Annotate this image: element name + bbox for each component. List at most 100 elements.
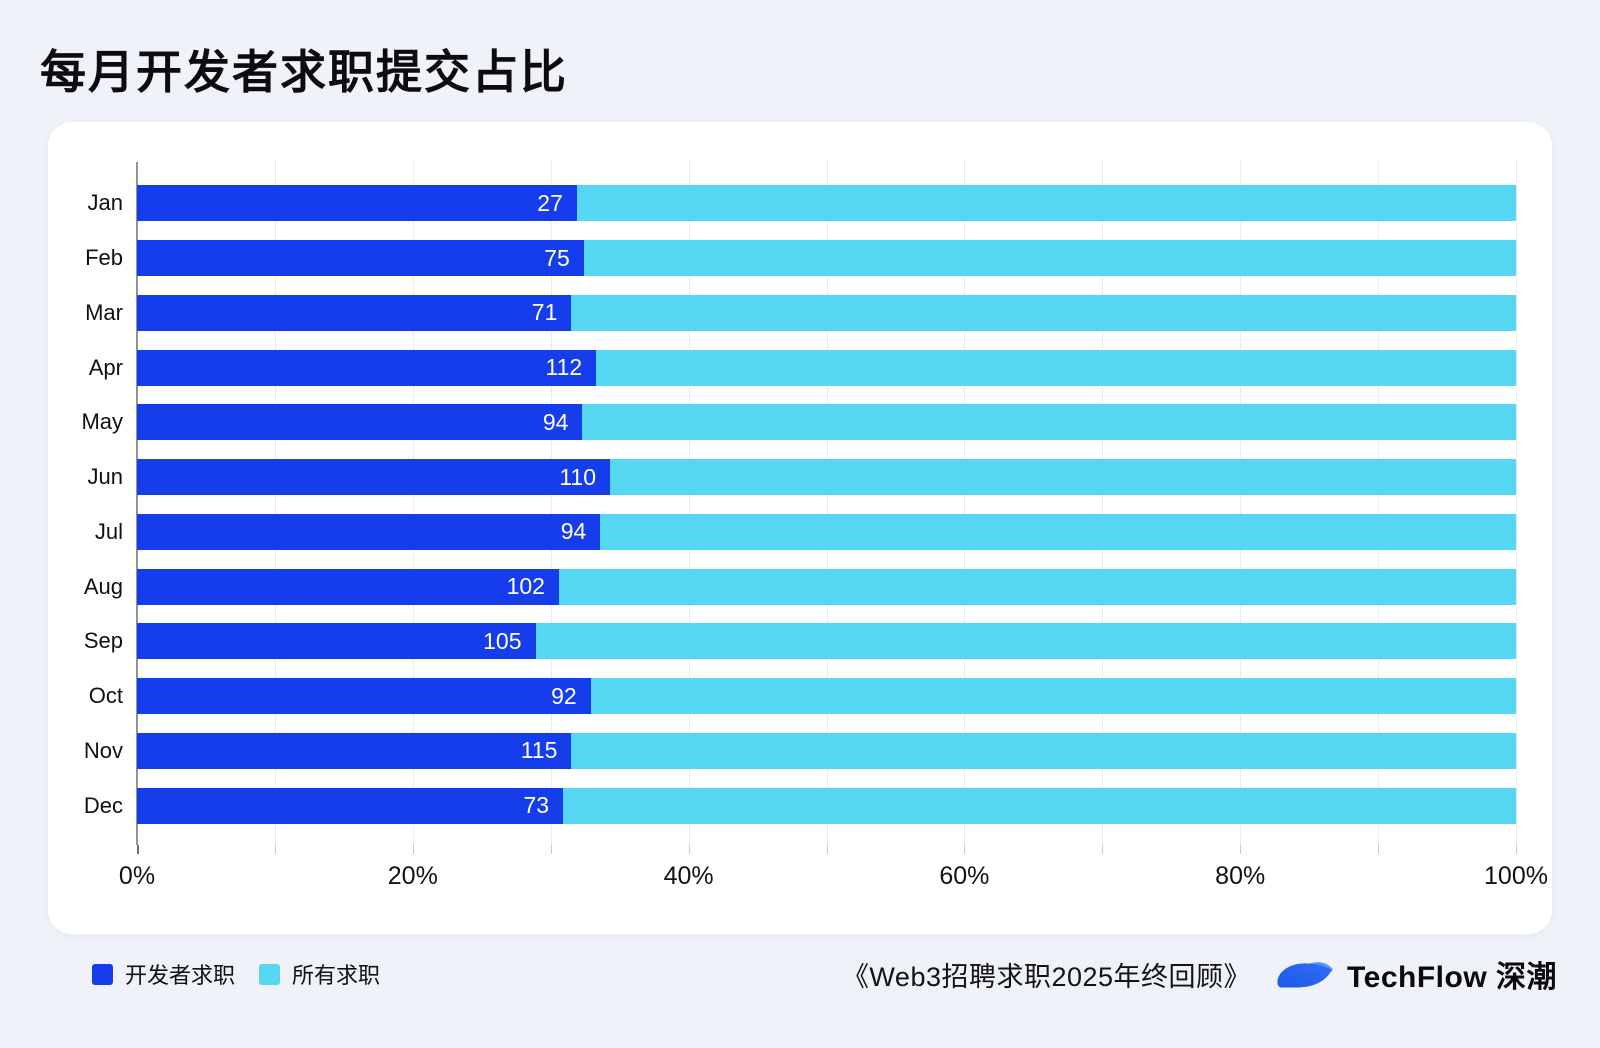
bar-rows: Jan 27 Feb 75 Mar 71 Apr 112	[81, 160, 1516, 845]
gridline	[1240, 160, 1242, 845]
bar-value-label: 105	[483, 627, 522, 654]
plot-area: Jan 27 Feb 75 Mar 71 Apr 112	[81, 160, 1548, 890]
source-title: 《Web3招聘求职2025年终回顾》	[841, 961, 1252, 992]
developer-applications-bar: 75	[137, 240, 584, 277]
gridline	[964, 160, 966, 845]
bar-row: Jul 94	[95, 505, 1516, 560]
x-axis-tick	[274, 845, 276, 854]
x-axis-tick	[1102, 845, 1104, 854]
bar-row: Jan 27	[88, 176, 1516, 231]
month-label: Feb	[85, 245, 123, 271]
x-axis-tick-label: 100%	[1484, 862, 1548, 890]
gridline	[274, 160, 276, 845]
chart-card: Jan 27 Feb 75 Mar 71 Apr 112	[48, 122, 1552, 934]
footer: 《Web3招聘求职2025年终回顾》 TechFlow 深潮	[842, 952, 1557, 996]
bar-row: May 94	[81, 395, 1516, 450]
x-axis-tick-label: 0%	[118, 862, 156, 890]
brand-name: TechFlow 深潮	[1347, 961, 1557, 994]
chart-legend: 开发者求职 所有求职	[92, 952, 380, 996]
total-applications-bar: 94	[137, 513, 1516, 550]
month-label: Jun	[87, 464, 123, 490]
x-axis-tick-label: 20%	[387, 862, 438, 890]
total-applications-bar: 102	[137, 568, 1516, 605]
total-applications-bar: 115	[137, 732, 1516, 769]
x-axis-tick	[412, 845, 414, 854]
bar-row: Oct 92	[89, 669, 1516, 724]
x-axis-tick-label: 60%	[939, 862, 990, 890]
developer-applications-bar: 71	[137, 294, 572, 331]
bar-value-label: 27	[537, 189, 563, 216]
total-applications-bar: 27	[137, 185, 1516, 222]
techflow-leaf-logo-icon	[1277, 961, 1333, 988]
x-axis-tick	[550, 845, 552, 854]
y-axis-line	[136, 162, 138, 845]
bar-value-label: 94	[542, 408, 569, 435]
bar-value-label: 102	[506, 573, 545, 600]
bar-value-label: 115	[520, 737, 558, 764]
bar-value-label: 112	[545, 354, 583, 381]
month-label: Mar	[85, 299, 123, 325]
bar-value-label: 73	[523, 792, 550, 819]
developer-applications-bar: 27	[137, 185, 577, 222]
bar-value-label: 71	[531, 299, 558, 326]
month-label: Apr	[88, 354, 123, 380]
legend-item-all: 所有求职	[259, 958, 380, 990]
bar-row: Apr 112	[89, 340, 1516, 395]
total-applications-bar: 112	[137, 349, 1516, 386]
bar-row: Jun 110	[88, 450, 1516, 505]
bar-value-label: 75	[544, 244, 570, 271]
developer-applications-bar: 105	[137, 623, 536, 660]
bar-row: Feb 75	[85, 231, 1516, 286]
x-axis-tick-label: 40%	[663, 862, 714, 890]
month-label: Jan	[87, 190, 123, 216]
gridline	[550, 160, 552, 845]
month-label: Oct	[88, 683, 123, 709]
gridline	[1102, 160, 1104, 845]
bar-row: Aug 102	[84, 559, 1516, 614]
gridline	[1516, 160, 1517, 845]
bar-row: Nov 115	[84, 724, 1516, 779]
month-label: Sep	[83, 628, 123, 654]
month-label: Jul	[94, 518, 123, 544]
month-label: Nov	[83, 737, 123, 763]
x-axis-tick	[826, 845, 828, 854]
x-axis-tick	[964, 845, 966, 854]
month-label: Aug	[83, 573, 123, 599]
total-applications-bar: 73	[137, 787, 1516, 824]
x-axis-tick	[1240, 845, 1242, 854]
developer-applications-bar: 115	[137, 732, 572, 769]
bar-value-label: 94	[560, 518, 587, 545]
gridline	[688, 160, 690, 845]
bar-row: Dec 73	[84, 778, 1516, 833]
bar-row: Sep 105	[84, 614, 1516, 669]
total-applications-bar: 92	[137, 678, 1516, 715]
x-axis-tick	[1378, 845, 1380, 854]
total-applications-bar: 110	[137, 459, 1516, 496]
x-axis-tick	[137, 845, 139, 854]
legend-label: 所有求职	[292, 963, 381, 988]
developer-applications-bar: 94	[137, 513, 601, 550]
total-applications-bar: 71	[137, 294, 1516, 331]
legend-item-developer: 开发者求职	[92, 958, 235, 990]
gridline	[826, 160, 828, 845]
developer-applications-bar: 94	[137, 404, 583, 441]
all-legend-swatch-icon	[259, 963, 281, 985]
page-title: 每月开发者求职提交占比	[40, 46, 568, 98]
bar-row: Mar 71	[85, 286, 1516, 341]
total-applications-bar: 105	[137, 623, 1516, 660]
developer-applications-bar: 92	[137, 678, 591, 715]
developer-legend-swatch-icon	[92, 963, 113, 985]
bar-value-label: 92	[551, 682, 577, 709]
gridline	[1378, 160, 1380, 845]
total-applications-bar: 94	[137, 404, 1516, 441]
total-applications-bar: 75	[137, 240, 1516, 277]
legend-label: 开发者求职	[125, 963, 236, 988]
gridline	[412, 160, 414, 845]
developer-applications-bar: 102	[137, 568, 559, 605]
bar-value-label: 110	[559, 463, 596, 490]
x-axis-tick-label: 80%	[1215, 862, 1266, 890]
developer-applications-bar: 73	[137, 787, 564, 824]
developer-applications-bar: 110	[137, 459, 610, 496]
x-axis-tick	[688, 845, 690, 854]
x-axis-tick	[1516, 845, 1517, 854]
